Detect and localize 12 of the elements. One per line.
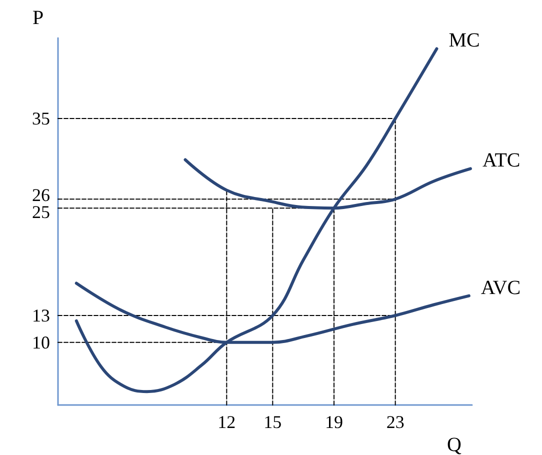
y-tick-label: 13 xyxy=(32,305,50,326)
series-label: MC xyxy=(448,30,480,52)
series-label: AVC xyxy=(480,276,521,299)
x-axis-title: Q xyxy=(447,434,462,455)
x-tick-label: 12 xyxy=(218,412,236,432)
x-tick-label: 19 xyxy=(325,412,343,432)
x-tick-label: 23 xyxy=(386,412,404,432)
y-tick-label: 10 xyxy=(32,332,50,352)
series-label: ATC xyxy=(482,150,520,172)
y-tick-label: 35 xyxy=(32,108,50,129)
x-tick-label: 15 xyxy=(264,412,282,432)
y-axis-title: P xyxy=(32,7,44,29)
